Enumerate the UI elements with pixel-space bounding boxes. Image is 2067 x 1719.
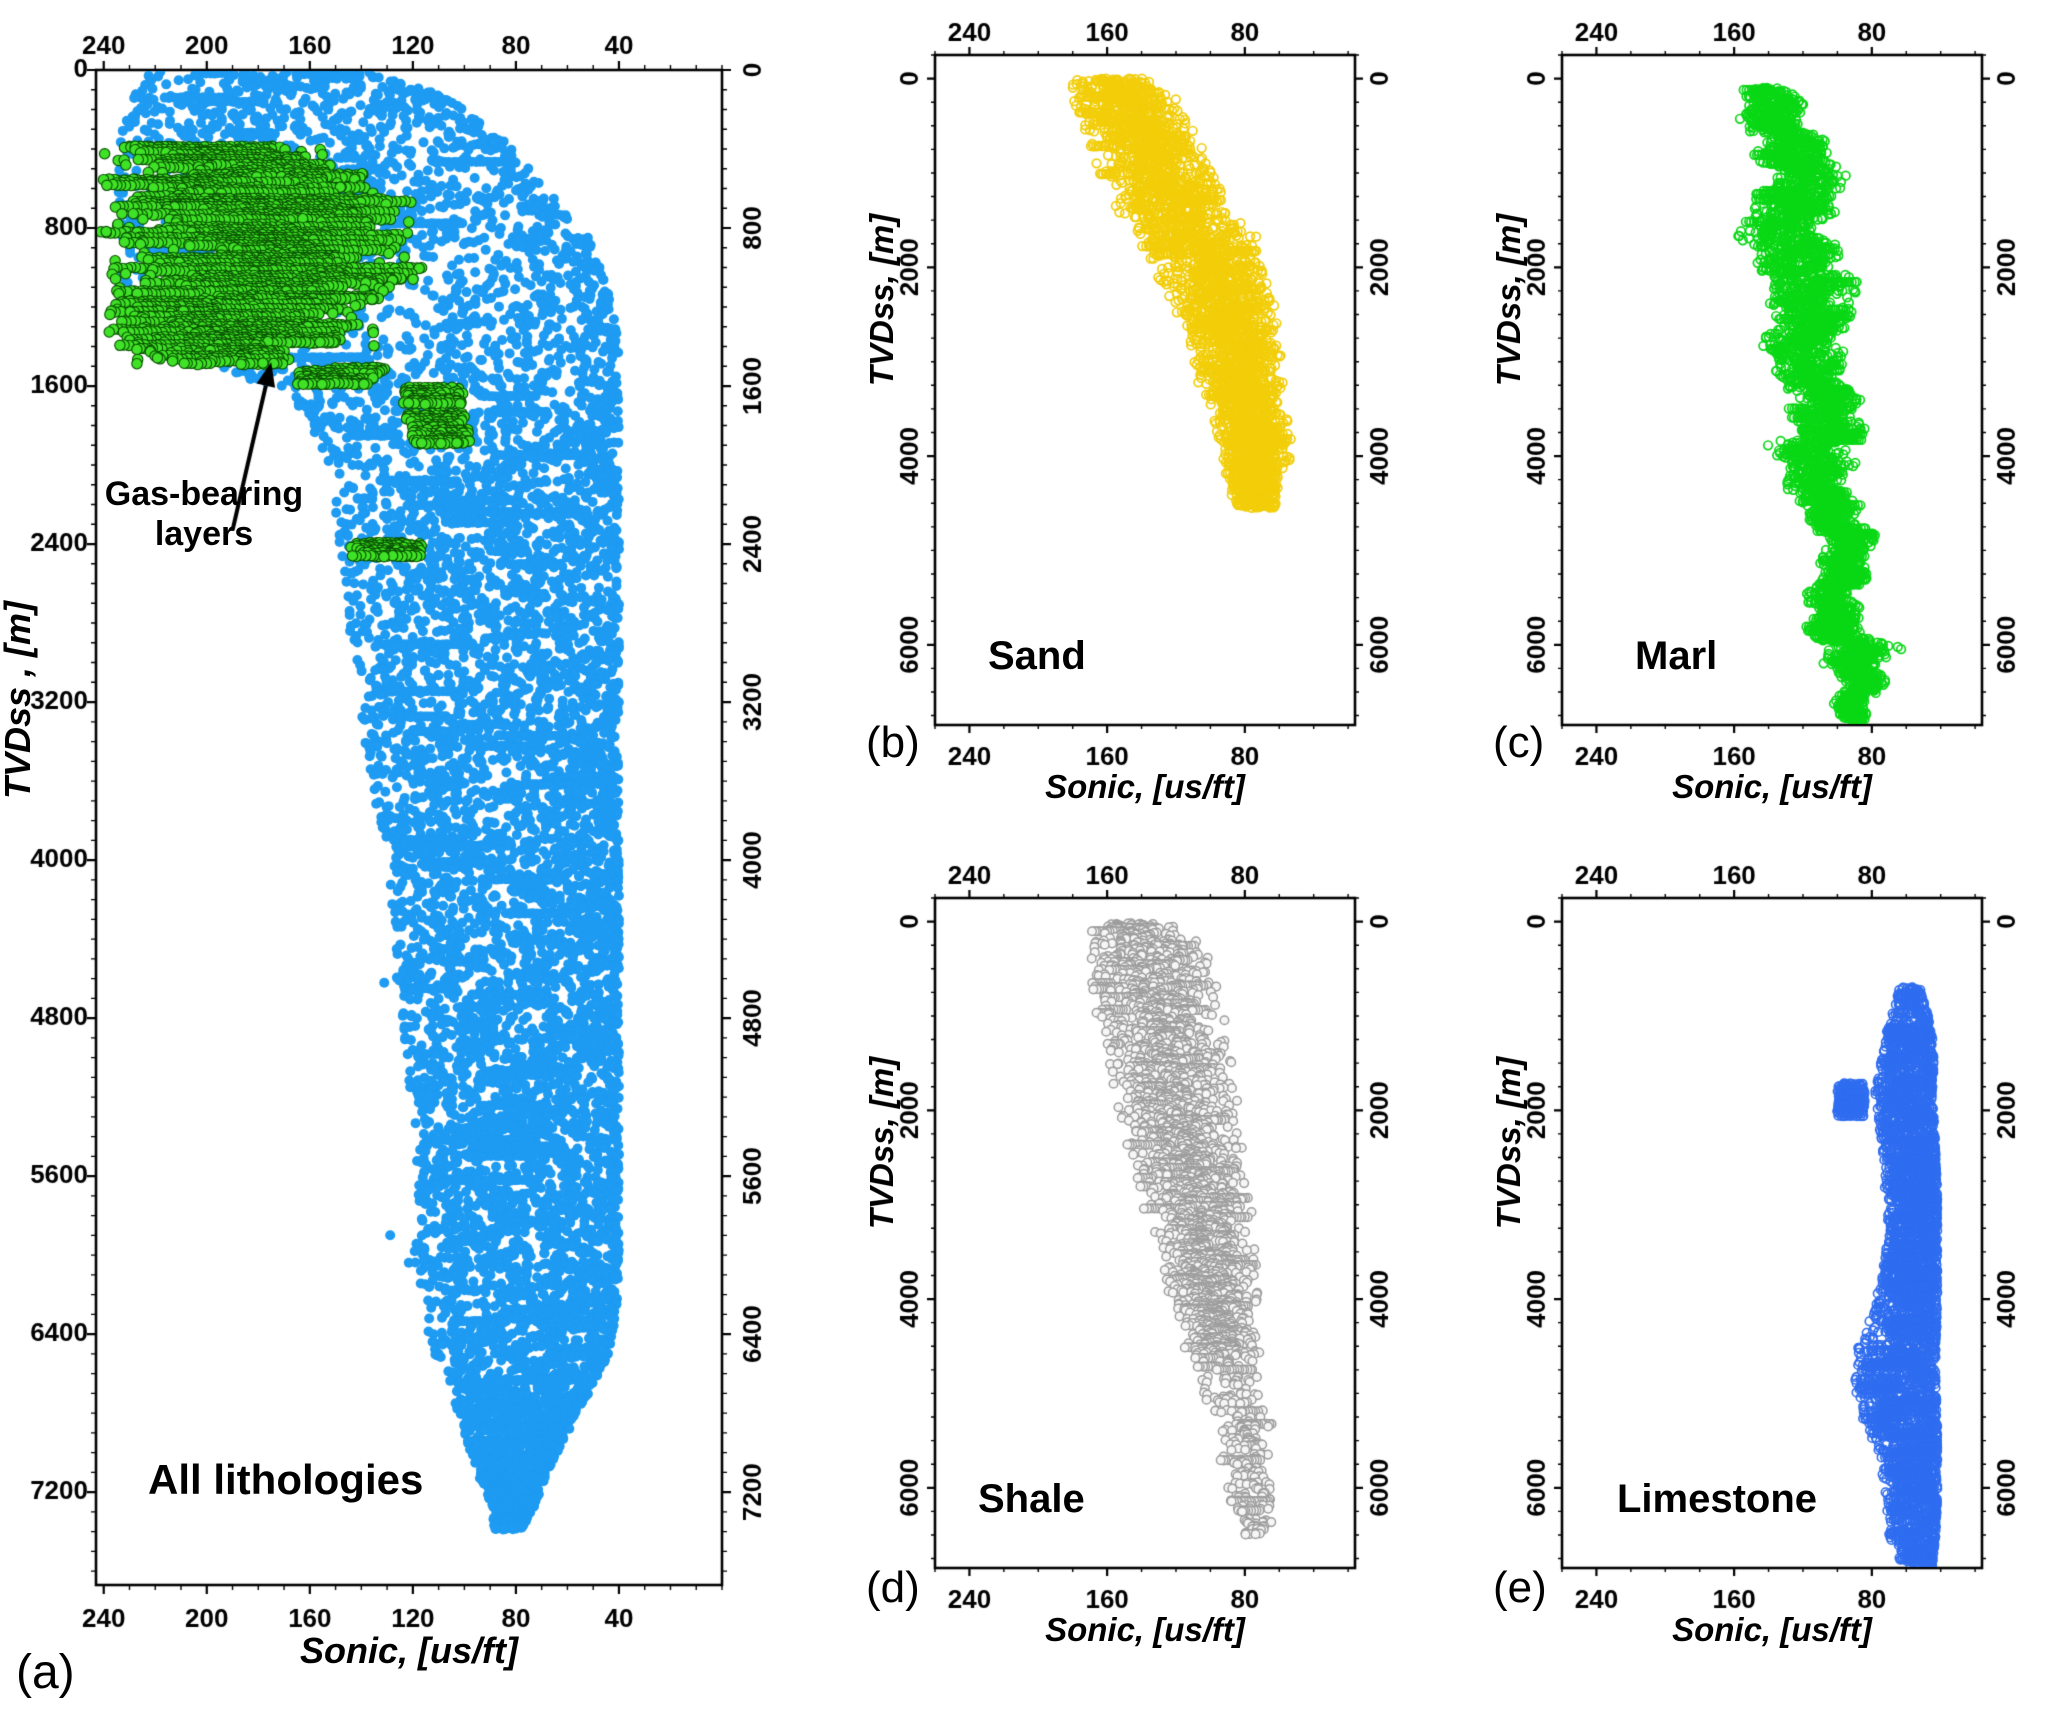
scatter-plot-shale bbox=[860, 843, 1440, 1693]
x-axis-label: Sonic, [us/ft] bbox=[1045, 1611, 1245, 1648]
gas-bearing-annotation: Gas-bearing layers bbox=[82, 474, 326, 554]
panel-tag-b: (b) bbox=[866, 718, 920, 767]
panel-all-lithologies: TVDss , [m] Sonic, [us/ft] Gas-bearing l… bbox=[0, 0, 840, 1719]
panel-tag-e: (e) bbox=[1493, 1563, 1547, 1612]
scatter-plot-sand bbox=[860, 0, 1440, 850]
annotation-line-1: Gas-bearing bbox=[104, 475, 304, 513]
lithology-label-sand: Sand bbox=[988, 634, 1086, 678]
panel-shale: TVDss, [m] Sonic, [us/ft] Shale (d) bbox=[860, 843, 1440, 1693]
panel-sand: TVDss, [m] Sonic, [us/ft] Sand (b) bbox=[860, 0, 1440, 850]
y-axis-label: TVDss, [m] bbox=[863, 213, 900, 387]
annotation-line-2: layers bbox=[154, 515, 254, 553]
y-axis-label: TVDss, [m] bbox=[863, 1056, 900, 1230]
lithology-label-limestone: Limestone bbox=[1617, 1477, 1818, 1521]
lithology-label-all: All lithologies bbox=[148, 1456, 424, 1503]
scatter-plot-all-lithologies bbox=[0, 0, 840, 1719]
y-axis-label: TVDss, [m] bbox=[1490, 213, 1527, 387]
scatter-plot-limestone bbox=[1487, 843, 2067, 1693]
y-axis-label: TVDss , [m] bbox=[0, 600, 38, 800]
panel-tag-d: (d) bbox=[866, 1563, 920, 1612]
x-axis-label: Sonic, [us/ft] bbox=[1672, 768, 1872, 805]
scatter-plot-marl bbox=[1487, 0, 2067, 850]
panel-marl: TVDss, [m] Sonic, [us/ft] Marl (c) bbox=[1487, 0, 2067, 850]
x-axis-label: Sonic, [us/ft] bbox=[300, 1630, 518, 1671]
lithology-label-shale: Shale bbox=[978, 1477, 1085, 1521]
y-axis-label: TVDss, [m] bbox=[1490, 1056, 1527, 1230]
x-axis-label: Sonic, [us/ft] bbox=[1672, 1611, 1872, 1648]
panel-tag-a: (a) bbox=[16, 1646, 75, 1699]
x-axis-label: Sonic, [us/ft] bbox=[1045, 768, 1245, 805]
panel-limestone: TVDss, [m] Sonic, [us/ft] Limestone (e) bbox=[1487, 843, 2067, 1693]
lithology-label-marl: Marl bbox=[1635, 634, 1718, 678]
panel-tag-c: (c) bbox=[1493, 718, 1545, 767]
